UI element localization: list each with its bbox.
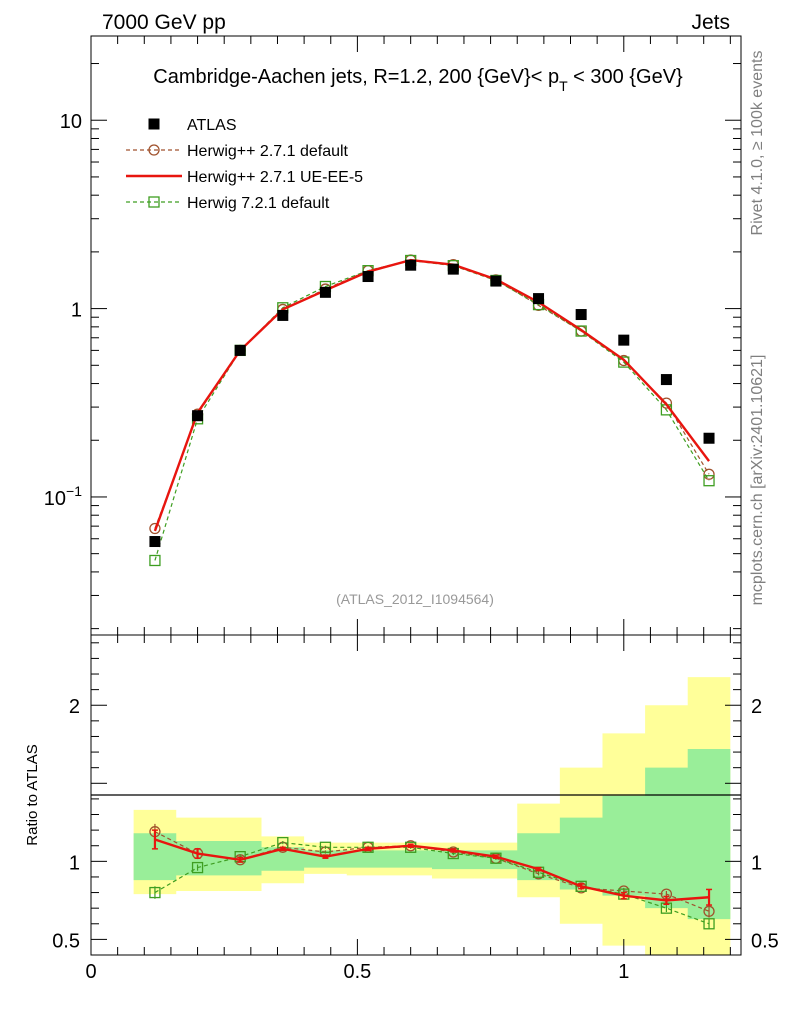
ratio-ytick-label-right: 1 [751, 852, 762, 874]
ratio-ytick-label-right: 2 [751, 696, 762, 718]
main-data-point [192, 410, 204, 422]
ratio-series-line [154, 841, 710, 925]
chart-title: Cambridge-Aachen jets, R=1.2, 200 {GeV}<… [153, 66, 683, 94]
legend-marker [148, 144, 160, 156]
mcplots-label: mcplots.cern.ch [arXiv:2401.10621] [749, 355, 766, 606]
ratio-ytick-label-left: 2 [69, 696, 80, 718]
ytick-base: 10 [60, 111, 82, 133]
main-ytick-label: 1 [71, 300, 82, 322]
header-right-label: Jets [691, 11, 730, 34]
ratio-data-point [191, 861, 204, 874]
x-tick-label: 0.5 [343, 961, 371, 983]
main-data-point [703, 475, 715, 487]
main-data-point [362, 271, 374, 283]
main-data-point [149, 522, 161, 535]
ratio-axis-ticks: 0.5 0.5 1 1 2 2 [52, 635, 779, 955]
main-data-point [149, 536, 161, 548]
ratio-data-point [319, 841, 332, 853]
ratio-uncertainty-bands [133, 677, 731, 955]
main-series-line [153, 258, 710, 532]
main-data-point [618, 334, 630, 346]
main-data-point [575, 309, 587, 321]
ytick-base: 1 [71, 300, 82, 322]
main-data-point [533, 293, 545, 305]
legend: ATLAS Herwig++ 2.7.1 default Herwig++ 2.7.… [126, 117, 363, 212]
main-data-point [703, 468, 715, 480]
main-data-point [234, 344, 246, 356]
legend-label: Herwig++ 2.7.1 UE-EE-5 [187, 169, 363, 186]
main-ytick-label: 10 [60, 111, 82, 133]
main-data-point [660, 397, 673, 409]
ratio-data-point [149, 886, 161, 899]
main-data-point [319, 286, 331, 298]
header-left-label: 7000 GeV pp [102, 11, 226, 34]
main-data-point [618, 356, 630, 368]
main-data-point [277, 309, 289, 321]
ratio-data-point [703, 905, 715, 917]
ratio-ytick-label-left: 0.5 [52, 930, 80, 952]
main-data-point [447, 263, 459, 275]
x-tick-labels: 0 0.5 1 [85, 961, 629, 983]
legend-label: ATLAS [187, 117, 237, 134]
ratio-data-point [703, 918, 715, 930]
ratio-ytick-label-right: 0.5 [751, 930, 779, 952]
ratio-ytick-label-left: 1 [69, 852, 80, 874]
main-data-point [405, 259, 417, 271]
chart-title-subscript: T [559, 78, 568, 94]
legend-label: Herwig++ 2.7.1 default [187, 143, 349, 160]
ratio-ylabel: Ratio to ATLAS [24, 744, 41, 845]
ratio-frame [90, 634, 742, 956]
main-data-point [149, 554, 161, 567]
legend-marker [148, 196, 160, 208]
main-data-point [490, 275, 502, 287]
legend-marker [148, 118, 160, 130]
x-tick-label: 1 [618, 961, 629, 983]
main-series-layer [149, 254, 715, 567]
ratio-series-line [154, 838, 710, 902]
x-tick-label: 0 [85, 961, 96, 983]
ytick-base: 10 [44, 488, 66, 510]
ratio-series-layer [149, 823, 715, 930]
analysis-tag: (ATLAS_2012_I1094564) [336, 591, 494, 607]
chart-title-prefix: Cambridge-Aachen jets, R=1.2, 200 {GeV}<… [153, 66, 559, 88]
ratio-band-inner [133, 748, 731, 920]
main-series-line [154, 259, 710, 529]
legend-label: Herwig 7.2.1 default [187, 195, 330, 212]
main-series-line [154, 259, 710, 561]
rivet-version-label: Rivet 4.1.0, ≥ 100k events [749, 51, 766, 236]
ratio-panel: 0.5 0.5 1 1 2 2 Ratio to ATLAS [24, 634, 779, 956]
ytick-exponent: −1 [66, 483, 82, 499]
main-data-point [703, 432, 715, 444]
main-data-point [575, 325, 587, 337]
main-data-point [660, 374, 672, 386]
main-ytick-label: 10−1 [44, 483, 82, 510]
chart-title-suffix: < 300 {GeV} [568, 66, 683, 88]
